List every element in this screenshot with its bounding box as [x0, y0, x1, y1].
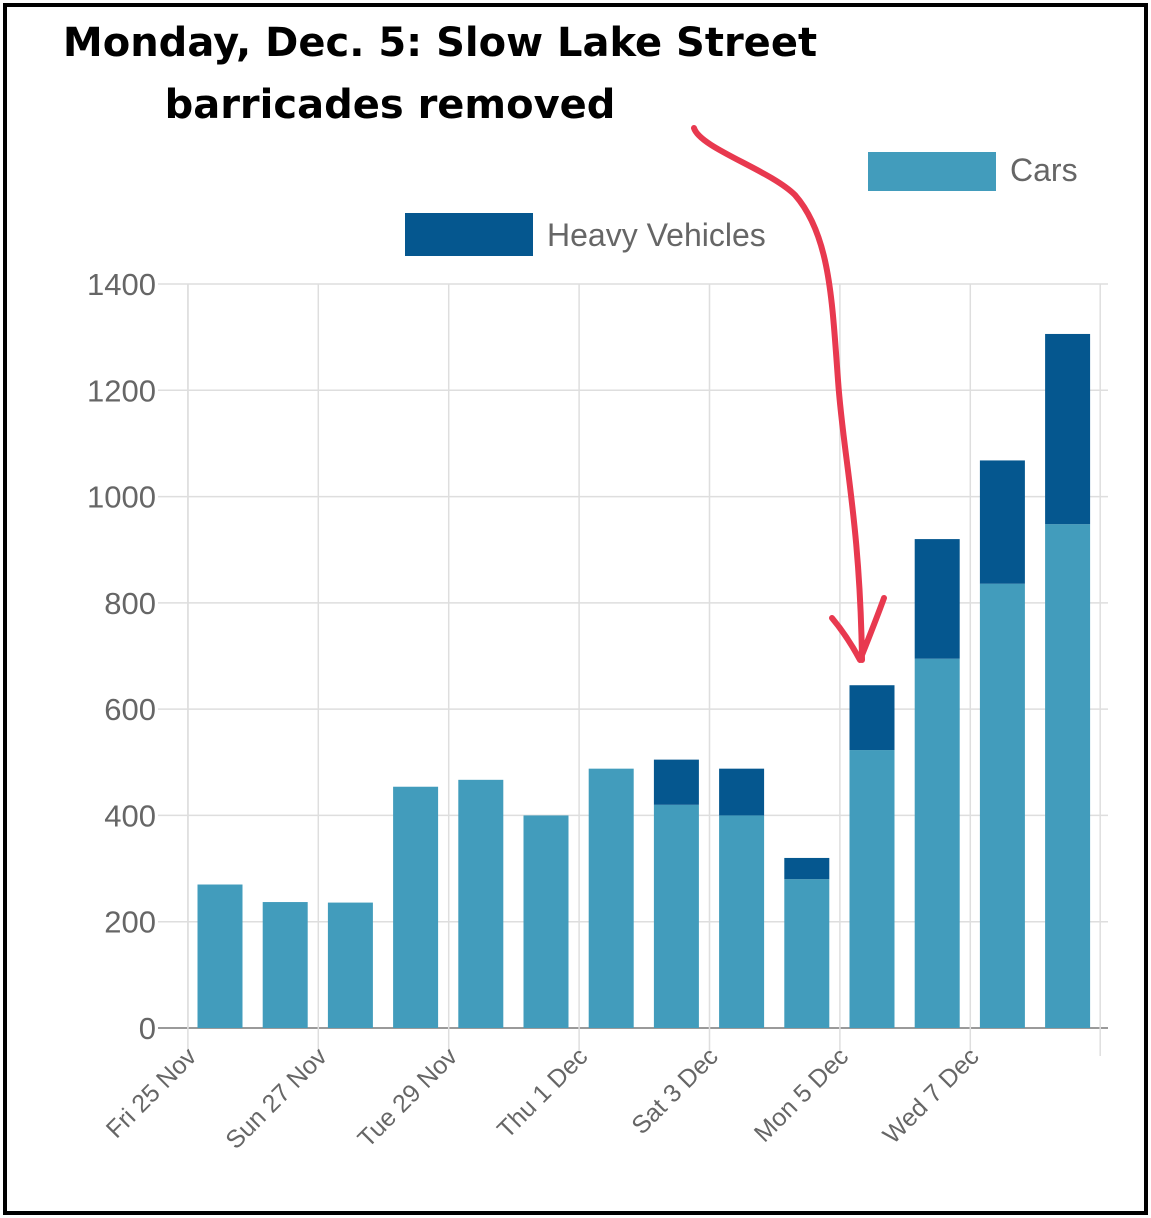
bar-cars — [653, 804, 699, 1028]
bar-cars — [979, 583, 1025, 1028]
bar-cars — [588, 768, 634, 1028]
bar-cars — [719, 815, 765, 1028]
bar-heavy-vehicles — [849, 685, 895, 751]
bar-heavy-vehicles — [719, 768, 765, 816]
legend: Cars Heavy Vehicles — [405, 152, 1078, 256]
x-tick-label: Mon 5 Dec — [749, 1042, 854, 1147]
bars — [197, 333, 1091, 1028]
annotation-line-1: Monday, Dec. 5: Slow Lake Street — [62, 20, 818, 66]
bar-heavy-vehicles — [979, 460, 1025, 584]
annotation-title: Monday, Dec. 5: Slow Lake Street barrica… — [0, 12, 880, 136]
bar-cars — [784, 879, 830, 1028]
x-axis-ticks: Fri 25 Nov Sun 27 Nov Tue 29 Nov Thu 1 Dec S… — [101, 1042, 985, 1155]
bar-cars — [262, 902, 308, 1028]
bar-cars — [327, 902, 373, 1028]
y-tick-label: 0 — [139, 1011, 156, 1046]
y-tick-label: 800 — [104, 586, 156, 621]
x-tick-label: Tue 29 Nov — [352, 1042, 463, 1153]
y-tick-label: 400 — [104, 798, 156, 833]
x-tick-label: Sun 27 Nov — [220, 1042, 333, 1155]
y-tick-label: 1000 — [87, 480, 156, 515]
y-tick-label: 200 — [104, 905, 156, 940]
y-tick-label: 1400 — [87, 267, 156, 302]
y-axis-ticks: 0 200 400 600 800 1000 1200 1400 — [87, 267, 156, 1046]
bar-cars — [914, 658, 960, 1028]
bar-cars — [197, 884, 243, 1028]
annotation-line-2: barricades removed — [164, 82, 616, 128]
x-tick-label: Thu 1 Dec — [492, 1042, 593, 1143]
bar-heavy-vehicles — [914, 539, 960, 659]
x-tick-label: Sat 3 Dec — [626, 1042, 723, 1139]
y-tick-label: 600 — [104, 692, 156, 727]
bar-heavy-vehicles — [653, 759, 699, 805]
bar-heavy-vehicles — [784, 857, 830, 880]
legend-swatch-heavy-vehicles — [405, 213, 533, 256]
bar-cars — [849, 750, 895, 1028]
bar-cars — [458, 779, 504, 1028]
bar-heavy-vehicles — [1045, 333, 1091, 525]
bar-cars — [523, 815, 569, 1028]
legend-swatch-cars — [868, 152, 996, 191]
bar-cars — [393, 786, 439, 1028]
legend-label-heavy-vehicles: Heavy Vehicles — [547, 217, 766, 253]
x-tick-label: Wed 7 Dec — [878, 1042, 985, 1149]
legend-label-cars: Cars — [1010, 152, 1078, 188]
annotation-arrow — [691, 125, 887, 663]
bar-cars — [1045, 524, 1091, 1028]
x-tick-label: Fri 25 Nov — [101, 1042, 203, 1144]
y-tick-label: 1200 — [87, 373, 156, 408]
